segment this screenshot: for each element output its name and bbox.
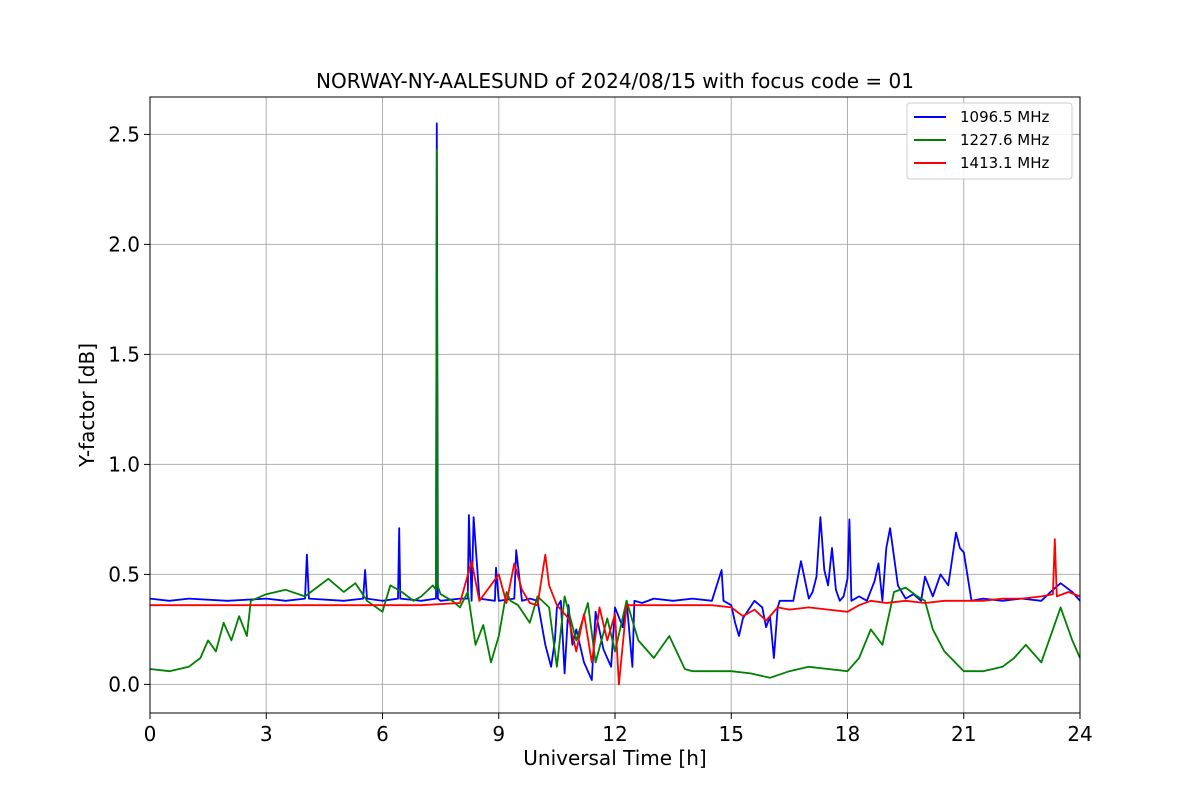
x-tick-label: 0 <box>144 722 157 746</box>
series-line-2 <box>149 148 1081 679</box>
legend: 1096.5 MHz 1227.6 MHz 1413.1 MHz <box>906 102 1073 180</box>
x-tick-label: 3 <box>260 722 273 746</box>
x-tick-label: 18 <box>835 722 860 746</box>
legend-label-1: 1096.5 MHz <box>960 108 1049 126</box>
x-axis-label: Universal Time [h] <box>523 746 706 770</box>
y-tick-label: 2.5 <box>108 122 140 146</box>
y-tick-label: 1.5 <box>108 342 140 366</box>
x-tick-label: 6 <box>376 722 389 746</box>
legend-box <box>906 102 1073 180</box>
x-tick-label: 24 <box>1067 722 1092 746</box>
y-axis-ticks: 0.0 0.5 1.0 1.5 2.0 2.5 <box>108 122 150 696</box>
legend-label-3: 1413.1 MHz <box>960 154 1049 172</box>
y-tick-label: 1.0 <box>108 452 140 476</box>
y-axis-label: Y-factor [dB] <box>75 343 99 468</box>
x-tick-label: 9 <box>492 722 505 746</box>
x-tick-label: 21 <box>951 722 976 746</box>
chart-title: NORWAY-NY-AALESUND of 2024/08/15 with fo… <box>316 69 914 93</box>
y-tick-label: 0.5 <box>108 562 140 586</box>
series-line-3 <box>150 538 1081 686</box>
legend-label-2: 1227.6 MHz <box>960 131 1049 149</box>
y-tick-label: 0.0 <box>108 672 140 696</box>
y-tick-label: 2.0 <box>108 232 140 256</box>
x-tick-label: 12 <box>602 722 627 746</box>
x-axis-ticks: 0 3 6 9 12 15 18 21 24 <box>144 713 1093 746</box>
data-series <box>149 122 1081 686</box>
x-tick-label: 15 <box>719 722 744 746</box>
grid-lines <box>149 97 1081 713</box>
